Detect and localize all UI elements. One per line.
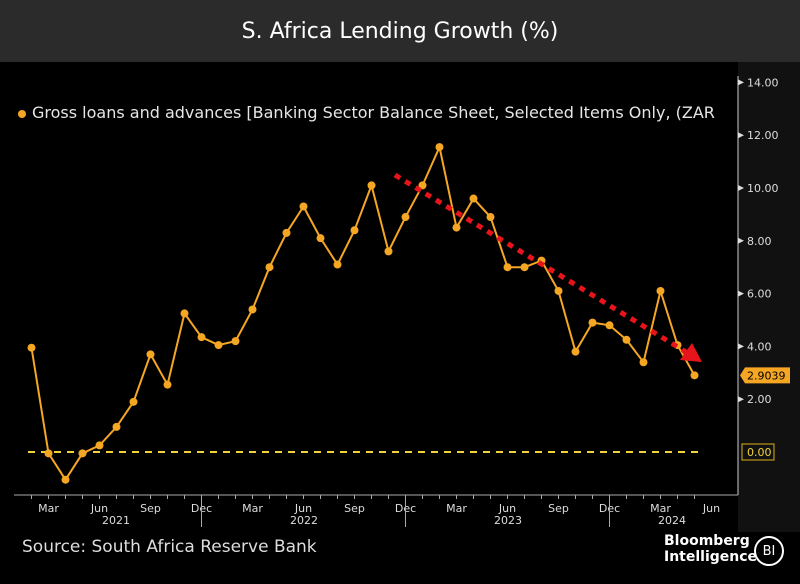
y-tick-label: 4.00 bbox=[747, 340, 772, 353]
last-value-box bbox=[740, 367, 790, 384]
data-point bbox=[384, 247, 393, 256]
data-point bbox=[27, 343, 36, 352]
data-point bbox=[690, 371, 699, 380]
y-tick-label: 6.00 bbox=[747, 288, 772, 301]
x-tick-label: Jun bbox=[294, 502, 312, 515]
x-year-label: 2022 bbox=[290, 514, 318, 527]
data-point bbox=[163, 380, 172, 389]
x-year-label: 2023 bbox=[494, 514, 522, 527]
chart-title: S. Africa Lending Growth (%) bbox=[0, 0, 800, 62]
brand-line1: Bloomberg bbox=[664, 533, 750, 549]
bi-badge: BI bbox=[754, 536, 784, 566]
trend-arrow-head bbox=[680, 343, 702, 362]
data-point bbox=[588, 318, 597, 327]
data-point bbox=[503, 263, 512, 272]
x-tick-label: Mar bbox=[446, 502, 467, 515]
data-point bbox=[146, 350, 155, 359]
data-point bbox=[571, 347, 580, 356]
x-year-label: 2024 bbox=[658, 514, 686, 527]
data-point bbox=[265, 263, 274, 272]
data-point bbox=[248, 305, 257, 314]
data-point bbox=[554, 286, 563, 295]
zero-line-label-box bbox=[741, 443, 775, 461]
brand-logo: Bloomberg Intelligence bbox=[664, 533, 757, 565]
legend-label: Gross loans and advances [Banking Sector… bbox=[32, 103, 715, 122]
data-point bbox=[367, 181, 376, 190]
data-point bbox=[282, 228, 291, 237]
zero-line-label: 0.00 bbox=[747, 446, 772, 459]
y-tick-label: 12.00 bbox=[747, 129, 779, 142]
x-tick-label: Mar bbox=[650, 502, 671, 515]
data-point bbox=[469, 194, 478, 203]
data-point bbox=[112, 422, 121, 431]
data-point bbox=[401, 213, 410, 222]
data-point bbox=[61, 475, 70, 484]
x-tick-label: Mar bbox=[38, 502, 59, 515]
x-tick-label: Jun bbox=[498, 502, 516, 515]
y-tick bbox=[738, 185, 744, 191]
y-tick-label: 10.00 bbox=[747, 182, 779, 195]
x-tick-label: Jun bbox=[702, 502, 720, 515]
data-point bbox=[418, 181, 427, 190]
data-point bbox=[622, 335, 631, 344]
y-tick bbox=[738, 290, 744, 297]
last-value-label: 2.9039 bbox=[747, 369, 786, 382]
x-tick-label: Sep bbox=[140, 502, 161, 515]
y-tick-label: 2.00 bbox=[747, 393, 772, 406]
data-point bbox=[299, 202, 308, 211]
data-point bbox=[333, 260, 342, 269]
data-point bbox=[350, 226, 359, 235]
data-point bbox=[214, 341, 223, 350]
data-point bbox=[180, 309, 189, 318]
y-tick bbox=[738, 237, 744, 244]
data-point bbox=[197, 333, 206, 342]
x-tick-label: Mar bbox=[242, 502, 263, 515]
series-line bbox=[30, 143, 696, 482]
data-point bbox=[486, 213, 495, 222]
data-point bbox=[95, 441, 104, 450]
legend-marker bbox=[18, 109, 26, 118]
y-tick bbox=[738, 79, 744, 86]
data-point bbox=[605, 321, 614, 330]
data-point bbox=[452, 223, 461, 232]
y-tick-label: 14.00 bbox=[747, 76, 779, 89]
x-year-label: 2021 bbox=[102, 514, 130, 527]
legend: Gross loans and advances [Banking Sector… bbox=[18, 103, 736, 122]
data-point bbox=[435, 143, 444, 152]
data-point bbox=[44, 449, 53, 458]
data-point bbox=[129, 397, 138, 406]
x-tick-label: Sep bbox=[548, 502, 569, 515]
data-point bbox=[520, 263, 529, 272]
line-chart: 14.00 12.00 10.00 8.00 6.00 4.00 2.00 0.00 Mar Ju… bbox=[14, 62, 800, 532]
data-point bbox=[78, 449, 87, 458]
y-tick bbox=[738, 343, 744, 350]
brand-line2: Intelligence bbox=[664, 549, 758, 565]
data-point bbox=[639, 358, 648, 367]
trend-arrow-line bbox=[393, 172, 688, 355]
y-tick bbox=[738, 132, 744, 139]
x-tick-label: Jun bbox=[90, 502, 108, 515]
y-tick bbox=[738, 396, 744, 403]
data-point bbox=[656, 286, 665, 295]
y-tick-label: 8.00 bbox=[747, 235, 772, 248]
source-note: Source: South Africa Reserve Bank bbox=[22, 537, 317, 557]
data-point bbox=[231, 337, 240, 346]
x-tick-label: Sep bbox=[344, 502, 365, 515]
data-point bbox=[316, 234, 325, 243]
